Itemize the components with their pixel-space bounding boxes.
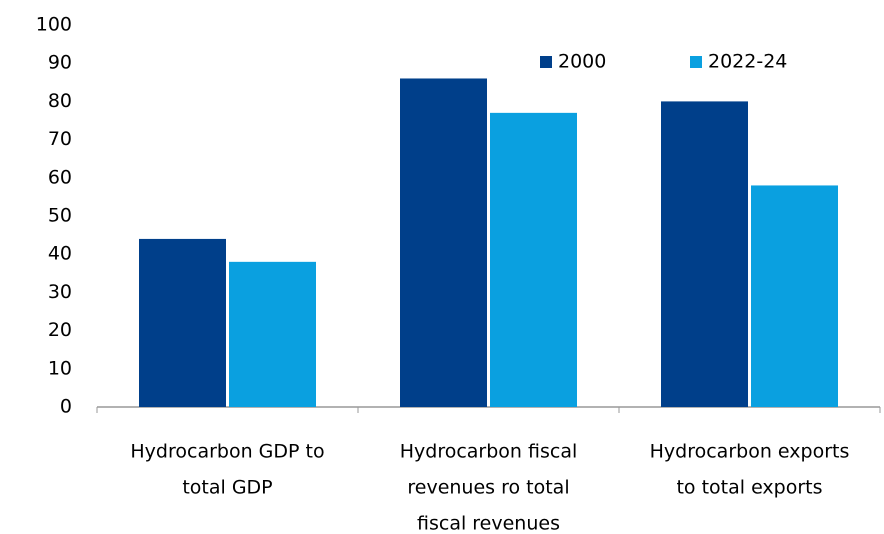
x-tick-label: Hydrocarbon GDP to (130, 441, 324, 463)
y-tick-label: 80 (48, 90, 72, 112)
y-tick-label: 60 (48, 166, 72, 188)
y-tick-label: 90 (48, 52, 72, 74)
x-tick-label: total GDP (182, 477, 272, 499)
y-tick-label: 70 (48, 128, 72, 150)
legend-label: 2000 (558, 51, 606, 73)
bar (661, 101, 748, 408)
x-tick-label: fiscal revenues (417, 513, 560, 534)
bar (229, 261, 316, 407)
legend-label: 2022-24 (708, 51, 787, 73)
y-tick-label: 100 (36, 14, 72, 36)
bar (751, 185, 838, 407)
y-tick-label: 40 (48, 243, 72, 265)
x-tick-label: to total exports (676, 477, 822, 499)
bar (400, 78, 487, 407)
y-tick-label: 0 (60, 396, 72, 418)
bar (490, 112, 577, 408)
x-tick-label: revenues ro total (407, 477, 569, 499)
x-tick-label: Hydrocarbon exports (650, 441, 850, 463)
y-tick-label: 30 (48, 281, 72, 303)
bar (139, 238, 226, 407)
x-tick-label: Hydrocarbon fiscal (400, 441, 578, 463)
y-tick-label: 50 (48, 205, 72, 227)
legend-swatch (540, 56, 552, 68)
y-tick-label: 20 (48, 319, 72, 341)
legend-swatch (690, 56, 702, 68)
y-tick-label: 10 (48, 357, 72, 379)
